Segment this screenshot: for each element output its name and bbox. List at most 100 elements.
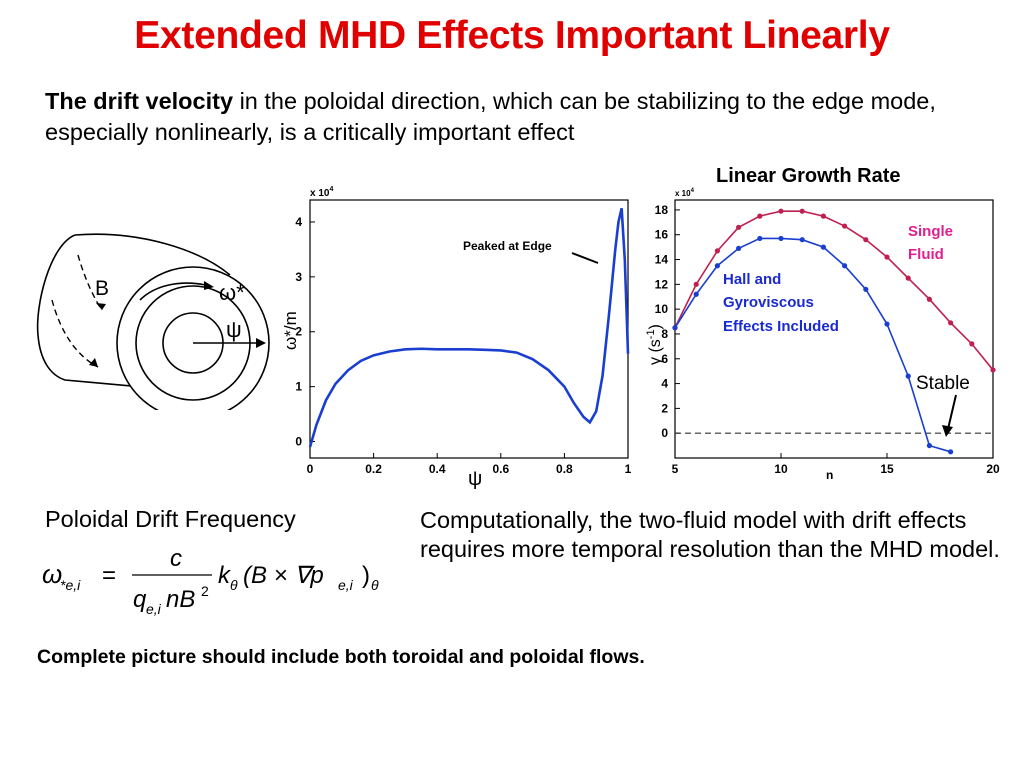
chart1-xlabel: ψ bbox=[468, 468, 482, 490]
formula-den-nb: nB bbox=[166, 586, 195, 613]
chart1-xtick-label-0.2: 0.2 bbox=[365, 462, 382, 476]
psi-arrowhead bbox=[256, 338, 266, 348]
formula-numerator: c bbox=[170, 545, 182, 572]
growth-rate-title: Linear Growth Rate bbox=[716, 165, 901, 187]
chart2-ytick-label-18: 18 bbox=[655, 203, 669, 217]
intro-bold: The drift velocity bbox=[45, 88, 234, 114]
chart2-series0-point-13 bbox=[842, 223, 848, 229]
chart2-series0-point-12 bbox=[820, 213, 826, 219]
chart2-frame bbox=[674, 199, 994, 459]
omega-label: ω* bbox=[219, 280, 245, 305]
outer-flux-surface bbox=[116, 266, 270, 410]
drift-frequency-formula: ω *e,i = c q e,i nB 2 k θ (B × ∇p e,i ) … bbox=[42, 545, 379, 617]
formula-close-sub: θ bbox=[371, 577, 379, 593]
computational-note: Computationally, the two-fluid model wit… bbox=[420, 507, 1000, 562]
chart2-stable-label: Stable bbox=[916, 373, 970, 394]
chart2-series0-point-16 bbox=[905, 275, 911, 281]
chart2-series1-point-5 bbox=[672, 325, 678, 331]
chart2-series1-point-18 bbox=[948, 449, 954, 455]
chart2-xlabel: n bbox=[826, 468, 833, 482]
chart2-ytick-label-12: 12 bbox=[655, 277, 669, 291]
formula-den-sub: e,i bbox=[146, 601, 162, 617]
formula-p-sub: e,i bbox=[338, 577, 354, 593]
chart2-series0-point-15 bbox=[884, 254, 890, 260]
chart2-xtick-label-5: 5 bbox=[672, 462, 679, 476]
chart1-xtick-label-0.6: 0.6 bbox=[492, 462, 509, 476]
stable-arrowhead bbox=[942, 425, 953, 437]
bottom-note: Complete picture should include both tor… bbox=[37, 646, 645, 668]
chart2-series1-point-8 bbox=[736, 245, 742, 251]
chart2-series1-point-15 bbox=[884, 321, 890, 327]
field-line-2 bbox=[51, 299, 99, 368]
intro-paragraph: The drift velocity in the poloidal direc… bbox=[45, 86, 995, 148]
chart1-annotation: Peaked at Edge bbox=[463, 239, 552, 253]
stable-pointer bbox=[947, 394, 957, 430]
legend-hall-line2: Gyroviscous bbox=[723, 294, 814, 311]
chart2-series0-point-17 bbox=[926, 296, 932, 302]
chart1-ytick-label-4: 4 bbox=[295, 215, 302, 229]
chart2-series0-point-10 bbox=[778, 208, 784, 214]
omega-arrowhead bbox=[204, 281, 214, 290]
chart2-ytick-label-6: 6 bbox=[661, 352, 668, 366]
legend-single-fluid-line1: Single bbox=[908, 223, 953, 240]
chart1-xtick-label-0.4: 0.4 bbox=[429, 462, 446, 476]
chart2-series0-point-7 bbox=[714, 248, 720, 254]
b-label: B bbox=[95, 277, 109, 300]
chart1-series-line bbox=[308, 207, 630, 448]
slide-title: Extended MHD Effects Important Linearly bbox=[134, 14, 890, 57]
legend-single-fluid-line2: Fluid bbox=[908, 246, 944, 263]
formula-k-sub: θ bbox=[230, 577, 238, 593]
chart2-series0-point-8 bbox=[736, 224, 742, 230]
chart2-ytick-label-4: 4 bbox=[661, 377, 668, 391]
chart2-series0-point-18 bbox=[948, 320, 954, 326]
chart2-ytick-label-14: 14 bbox=[655, 253, 669, 267]
chart1-xtick-label-1: 1 bbox=[625, 462, 632, 476]
chart2-ytick-label-16: 16 bbox=[655, 228, 669, 242]
torus-outline-top bbox=[74, 233, 231, 276]
omega-arc bbox=[139, 282, 207, 301]
poloidal-drift-label: Poloidal Drift Frequency bbox=[45, 506, 296, 532]
chart1-ylabel: ω*/m bbox=[281, 311, 300, 350]
formula-equals: = bbox=[102, 562, 116, 589]
chart2-xtick-label-10: 10 bbox=[774, 462, 788, 476]
formula-den-sup: 2 bbox=[201, 583, 209, 599]
chart2-series0-point-9 bbox=[757, 213, 763, 219]
chart1-xtick-label-0.8: 0.8 bbox=[556, 462, 573, 476]
chart2-series1-point-11 bbox=[799, 237, 805, 243]
formula-omega: ω bbox=[42, 559, 62, 589]
torus-outline-bottom bbox=[36, 234, 211, 394]
chart2-series0-point-20 bbox=[990, 367, 996, 373]
chart2-ytick-label-8: 8 bbox=[661, 327, 668, 341]
formula-close: ) bbox=[362, 562, 370, 589]
chart2-xtick-label-15: 15 bbox=[880, 462, 894, 476]
chart2-series1-point-10 bbox=[778, 235, 784, 242]
chart1-ytick-label-1: 1 bbox=[295, 380, 302, 394]
drift-frequency-chart: 0 0.2 0.4 0.6 0.8 1 0 1 2 3 4 x 104 Peaked at Edge… bbox=[281, 186, 632, 490]
flux-surface-diagram: B ω* ψ bbox=[36, 233, 270, 410]
formula-k: k bbox=[218, 562, 232, 589]
chart1-annotation-pointer bbox=[571, 252, 599, 264]
chart2-series0-point-11 bbox=[799, 208, 805, 214]
field-line-1 bbox=[77, 254, 103, 311]
chart2-series0-point-14 bbox=[863, 237, 869, 243]
chart2-multiplier: x 104 bbox=[675, 188, 695, 198]
intro-rest: in the poloidal direction, which can be … bbox=[45, 88, 936, 145]
chart1-xtick-label-0: 0 bbox=[307, 462, 314, 476]
chart2-ytick-label-0: 0 bbox=[661, 426, 668, 440]
chart2-series0-point-19 bbox=[969, 341, 975, 347]
chart2-single-fluid-line bbox=[674, 210, 994, 371]
chart2-series1-point-7 bbox=[714, 263, 720, 269]
legend-hall-line3: Effects Included bbox=[723, 318, 839, 335]
chart2-series0-point-6 bbox=[693, 281, 699, 287]
legend-hall-line1: Hall and bbox=[723, 271, 781, 288]
chart2-series1-point-6 bbox=[693, 291, 699, 297]
psi-label: ψ bbox=[226, 317, 242, 342]
formula-omega-sub: *e,i bbox=[60, 577, 81, 593]
chart2-series1-point-14 bbox=[863, 286, 869, 292]
field-line-2-arrow bbox=[89, 358, 98, 367]
growth-rate-chart: 5 10 15 20 0 2 4 6 8 10 12 14 16 18 x 104 Single Flui… bbox=[645, 188, 1000, 482]
chart2-ylabel: γ (s-1) bbox=[645, 324, 664, 365]
chart2-xtick-label-20: 20 bbox=[986, 462, 1000, 476]
chart1-ytick-label-0: 0 bbox=[295, 435, 302, 449]
formula-den-q: q bbox=[133, 586, 147, 613]
